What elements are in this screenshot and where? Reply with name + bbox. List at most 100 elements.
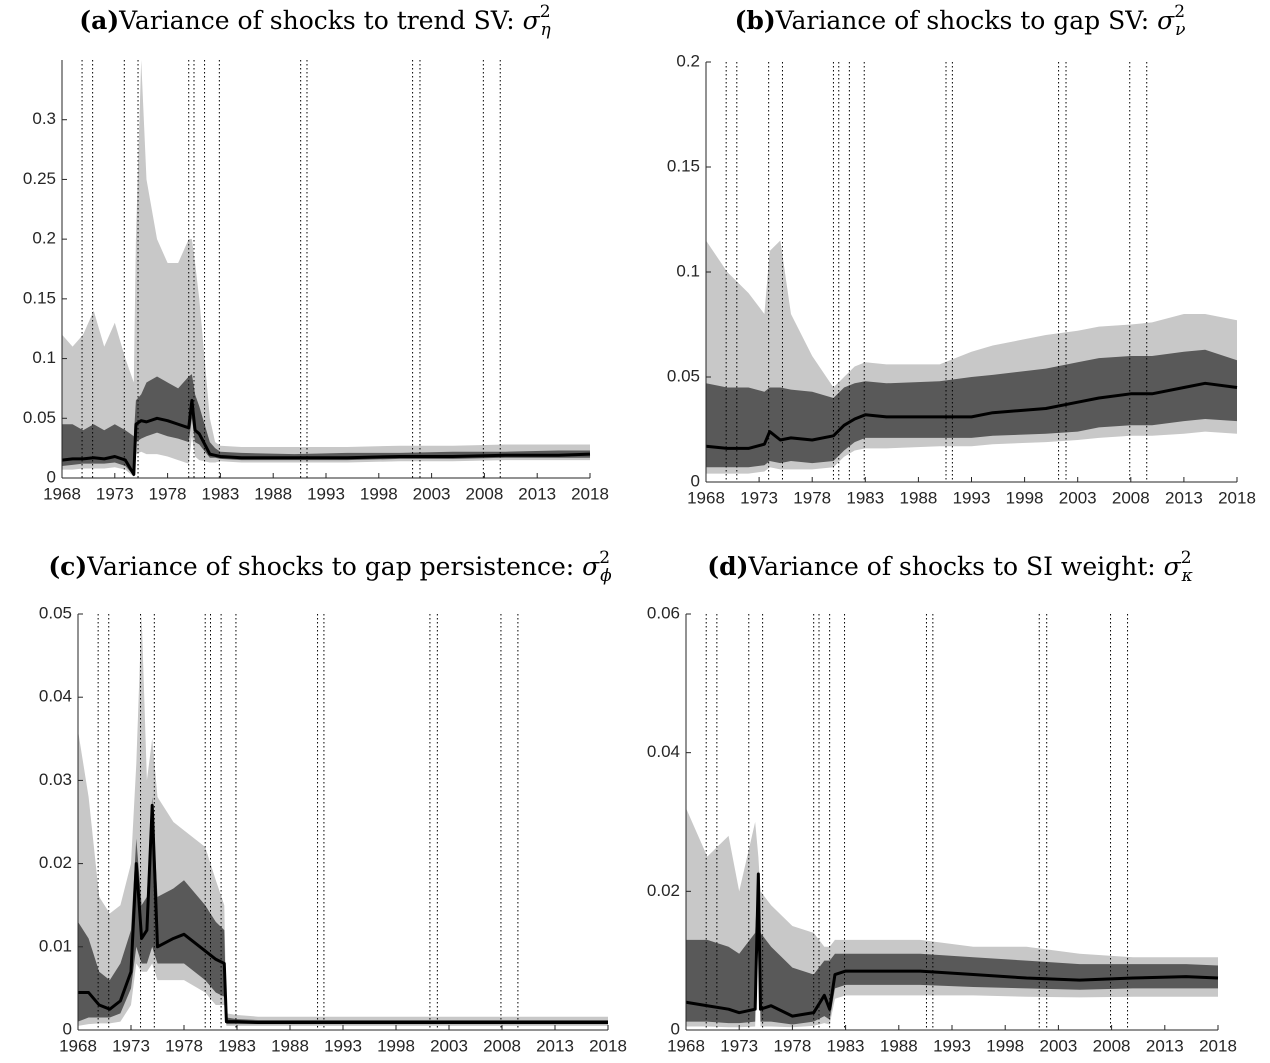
x-tick-label: 1993 [933,1036,971,1055]
x-tick-label: 1983 [218,1036,256,1055]
x-tick-label: 1988 [271,1036,309,1055]
y-tick-label: 0 [47,467,56,486]
band-area [78,614,608,1026]
title-text: Variance of shocks to gap persistence: [86,552,582,581]
x-tick-label: 1983 [846,488,884,507]
x-tick-label: 2008 [1112,488,1150,507]
panel-label: (a) [79,6,119,35]
x-tick-label: 1993 [953,488,991,507]
y-tick-label: 0.06 [647,603,680,622]
x-tick-label: 1988 [899,488,937,507]
panel-title: (c)Variance of shocks to gap persistence… [48,548,612,586]
y-tick-label: 0.2 [676,51,700,70]
subscript: κ [1181,566,1193,586]
band-area [62,374,590,476]
x-tick-label: 1998 [377,1036,415,1055]
x-tick-label: 1988 [254,484,292,503]
x-tick-label: 2003 [430,1036,468,1055]
x-tick-label: 1973 [96,484,134,503]
panel: (b)Variance of shocks to gap SV: σ2 ν 0 0.0… [667,2,1256,508]
panel: (a)Variance of shocks to trend SV: σ2 η 0 0… [23,2,609,504]
superscript: 2 [1174,2,1185,22]
median-line [61,398,591,476]
symbol: σ [523,6,541,35]
median-line [78,803,608,1025]
y-tick-label: 0.03 [39,770,72,789]
panel: (c)Variance of shocks to gap persistence… [39,548,627,1056]
x-tick-label: 1998 [360,484,398,503]
x-tick-label: 2003 [1059,488,1097,507]
x-tick-label: 2008 [465,484,503,503]
x-tick-label: 1983 [827,1036,865,1055]
panel: (d)Variance of shocks to SI weight: σ2 κ 0… [647,548,1237,1056]
panel-title: (d)Variance of shocks to SI weight: σ2 κ [707,548,1192,586]
x-tick-label: 1993 [307,484,345,503]
x-tick-label: 2018 [1199,1036,1237,1055]
y-tick-label: 0.2 [32,229,56,248]
x-tick-label: 1978 [149,484,187,503]
y-tick-label: 0.15 [23,288,56,307]
y-tick-label: 0.3 [32,109,56,128]
title-text: Variance of shocks to gap SV: [775,6,1157,35]
panel-label: (c) [48,552,87,581]
x-tick-label: 1998 [1006,488,1044,507]
panel-title: (a)Variance of shocks to trend SV: σ2 η [79,2,551,40]
y-tick-label: 0.05 [23,408,56,427]
y-tick-label: 0.04 [647,742,680,761]
y-tick-label: 0.02 [647,881,680,900]
median-line [705,381,1238,450]
symbol: σ [1157,6,1175,35]
subscript: η [541,20,552,40]
y-tick-label: 0.1 [32,348,56,367]
subscript: ν [1175,20,1185,40]
x-tick-label: 1973 [740,488,778,507]
subscript: ϕ [600,566,612,586]
y-tick-label: 0.15 [667,156,700,175]
x-tick-label: 1968 [667,1036,705,1055]
symbol: σ [1164,552,1182,581]
x-tick-label: 1998 [986,1036,1024,1055]
y-tick-label: 0.04 [39,687,72,706]
x-tick-label: 2013 [1165,488,1203,507]
x-tick-label: 2018 [1218,488,1256,507]
x-tick-label: 2013 [1146,1036,1184,1055]
x-tick-label: 1968 [43,484,81,503]
x-tick-label: 2008 [1093,1036,1131,1055]
band-area [706,349,1237,468]
x-tick-label: 2018 [589,1036,627,1055]
x-tick-label: 1983 [201,484,239,503]
x-tick-label: 1978 [793,488,831,507]
y-tick-label: 0 [63,1019,72,1038]
x-tick-label: 1973 [720,1036,758,1055]
panel-title: (b)Variance of shocks to gap SV: σ2 ν [735,2,1186,40]
y-tick-label: 0 [671,1019,680,1038]
x-tick-label: 1968 [687,488,725,507]
x-tick-label: 1978 [165,1036,203,1055]
superscript: 2 [599,548,610,568]
x-tick-label: 1988 [880,1036,918,1055]
x-tick-label: 2003 [413,484,451,503]
title-text: Variance of shocks to SI weight: [747,552,1163,581]
x-tick-label: 2013 [536,1036,574,1055]
x-tick-label: 1968 [59,1036,97,1055]
y-tick-label: 0.02 [39,853,72,872]
symbol: σ [582,552,600,581]
x-tick-label: 1978 [773,1036,811,1055]
y-tick-label: 0 [691,471,700,490]
panel-label: (d) [707,552,748,581]
y-tick-label: 0.05 [667,366,700,385]
superscript: 2 [540,2,551,22]
x-tick-label: 2003 [1039,1036,1077,1055]
median-line [685,872,1219,1018]
x-tick-label: 2008 [483,1036,521,1055]
x-tick-label: 1993 [324,1036,362,1055]
y-tick-label: 0.05 [39,603,72,622]
x-tick-label: 1973 [112,1036,150,1055]
y-tick-label: 0.25 [23,169,56,188]
superscript: 2 [1181,548,1192,568]
y-tick-label: 0.1 [676,261,700,280]
x-tick-label: 2018 [571,484,609,503]
y-tick-label: 0.01 [39,936,72,955]
x-tick-label: 2013 [518,484,556,503]
title-text: Variance of shocks to trend SV: [118,6,522,35]
